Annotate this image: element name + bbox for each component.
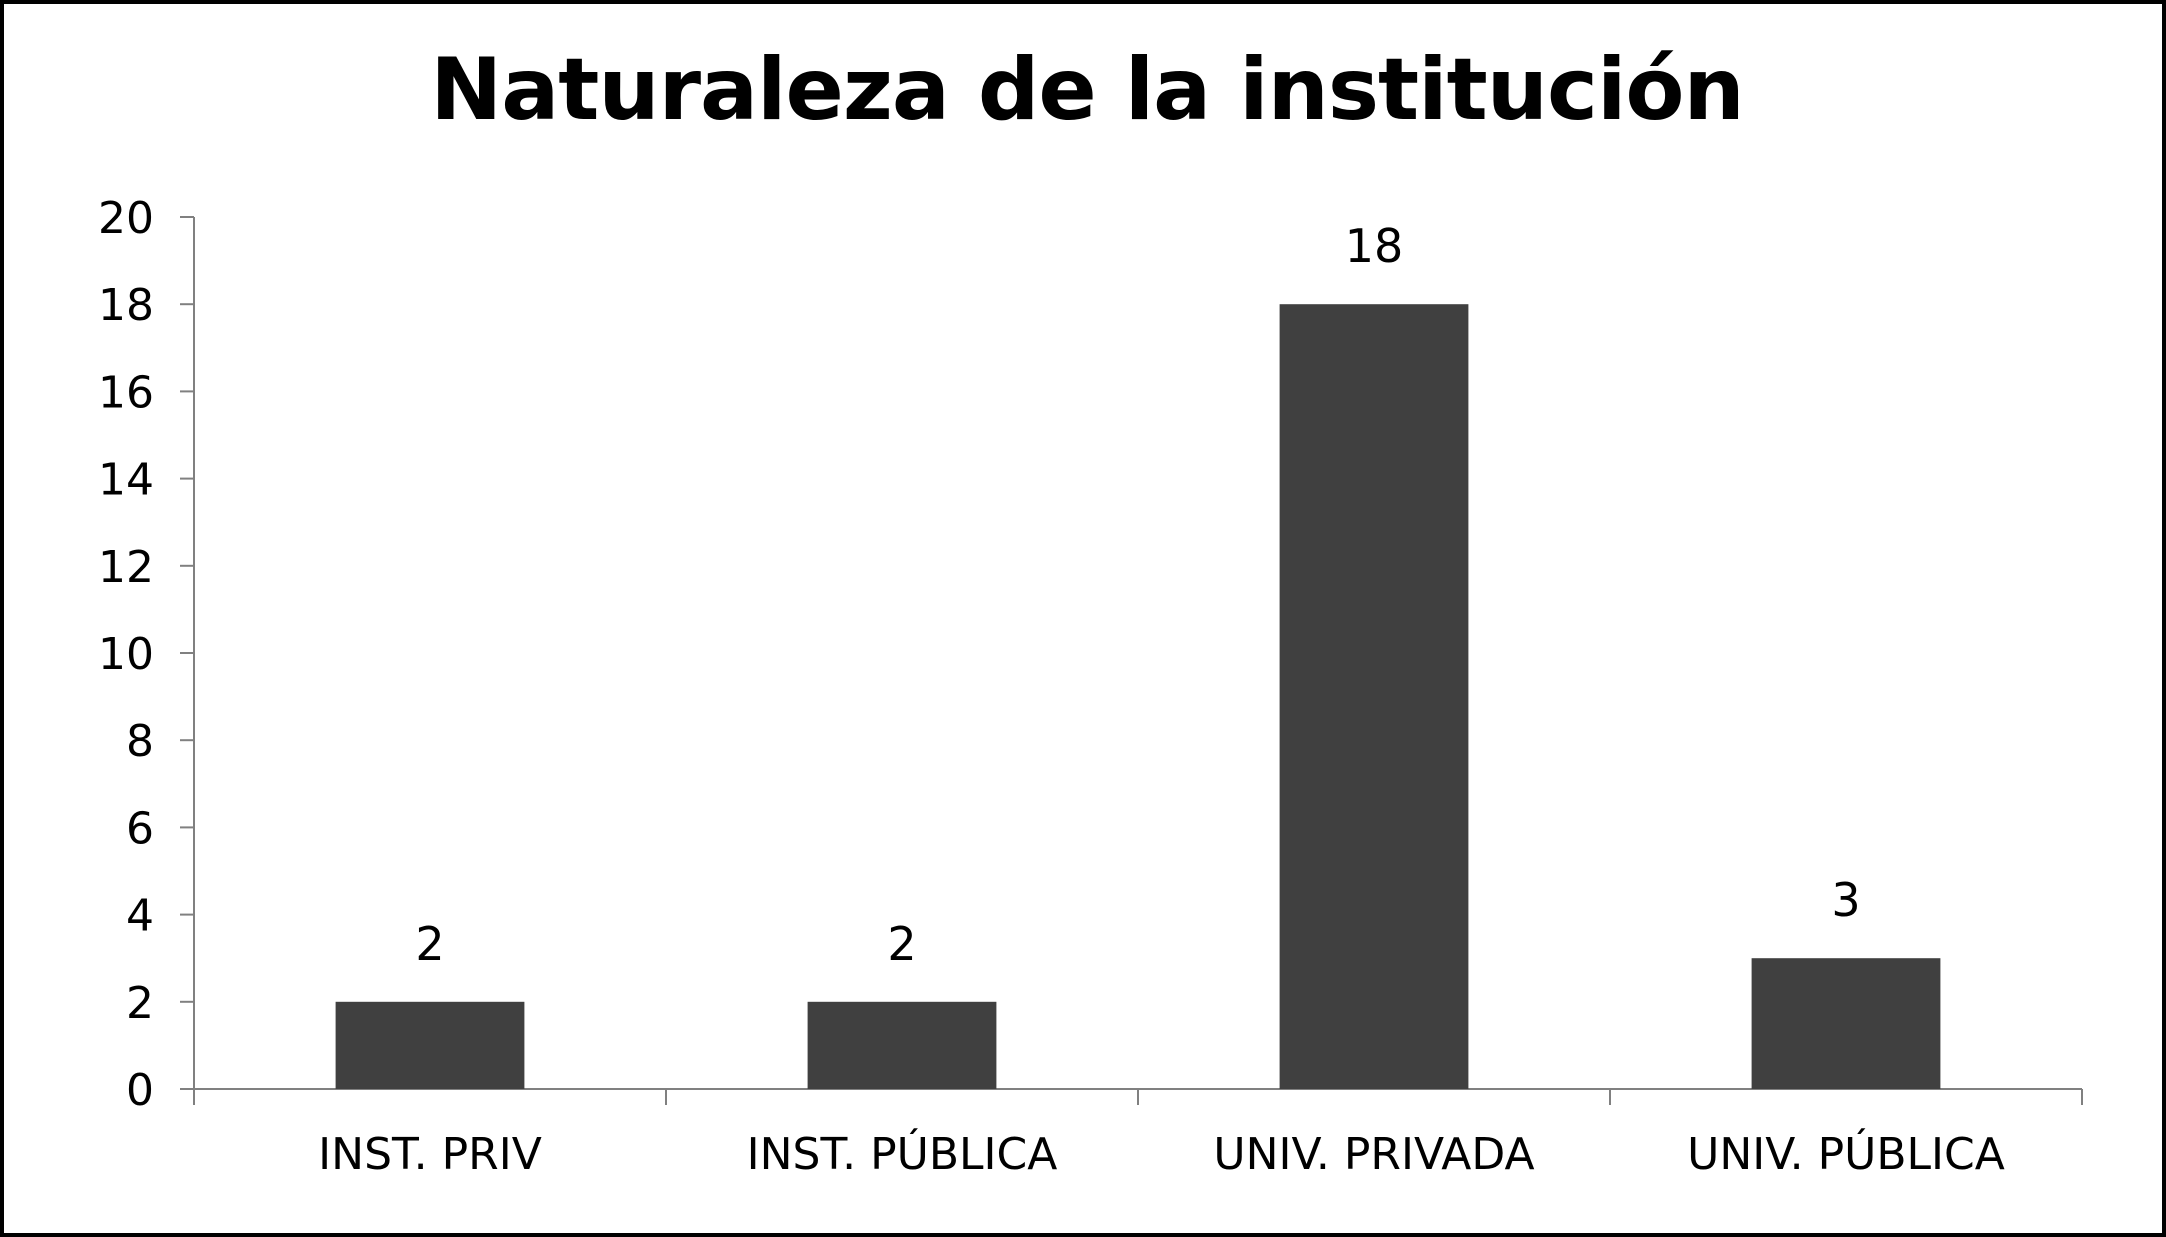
bar: [335, 1001, 525, 1089]
y-tick-label: 6: [126, 803, 154, 854]
y-tick-label: 2: [126, 978, 154, 1029]
bar: [1751, 958, 1941, 1089]
y-tick-label: 12: [98, 542, 154, 593]
y-tick-label: 8: [126, 716, 154, 767]
y-tick-label: 18: [98, 280, 154, 331]
y-tick-label: 16: [98, 367, 154, 418]
y-tick-label: 14: [98, 455, 154, 506]
data-label: 2: [415, 917, 444, 971]
bar: [807, 1001, 997, 1089]
y-tick-label: 10: [98, 629, 154, 680]
y-tick-label: 4: [126, 891, 154, 942]
x-tick-label: INST. PÚBLICA: [747, 1127, 1058, 1180]
bar: [1279, 304, 1469, 1089]
data-label: 3: [1831, 873, 1860, 927]
x-tick-label: INST. PRIV: [318, 1129, 542, 1180]
x-tick-label: UNIV. PRIVADA: [1213, 1129, 1534, 1180]
data-label: 18: [1345, 219, 1404, 273]
x-tick-label: UNIV. PÚBLICA: [1687, 1127, 2005, 1180]
data-label: 2: [887, 917, 916, 971]
y-tick-label: 0: [126, 1065, 154, 1116]
chart-title: Naturaleza de la institución: [430, 40, 1744, 140]
bar-chart: 0 2 4 6 8 10 12 14 16 18 20 2 INST. PRIV 2 INST. PÚBL…: [98, 193, 2083, 1180]
y-tick-label: 20: [98, 193, 154, 244]
